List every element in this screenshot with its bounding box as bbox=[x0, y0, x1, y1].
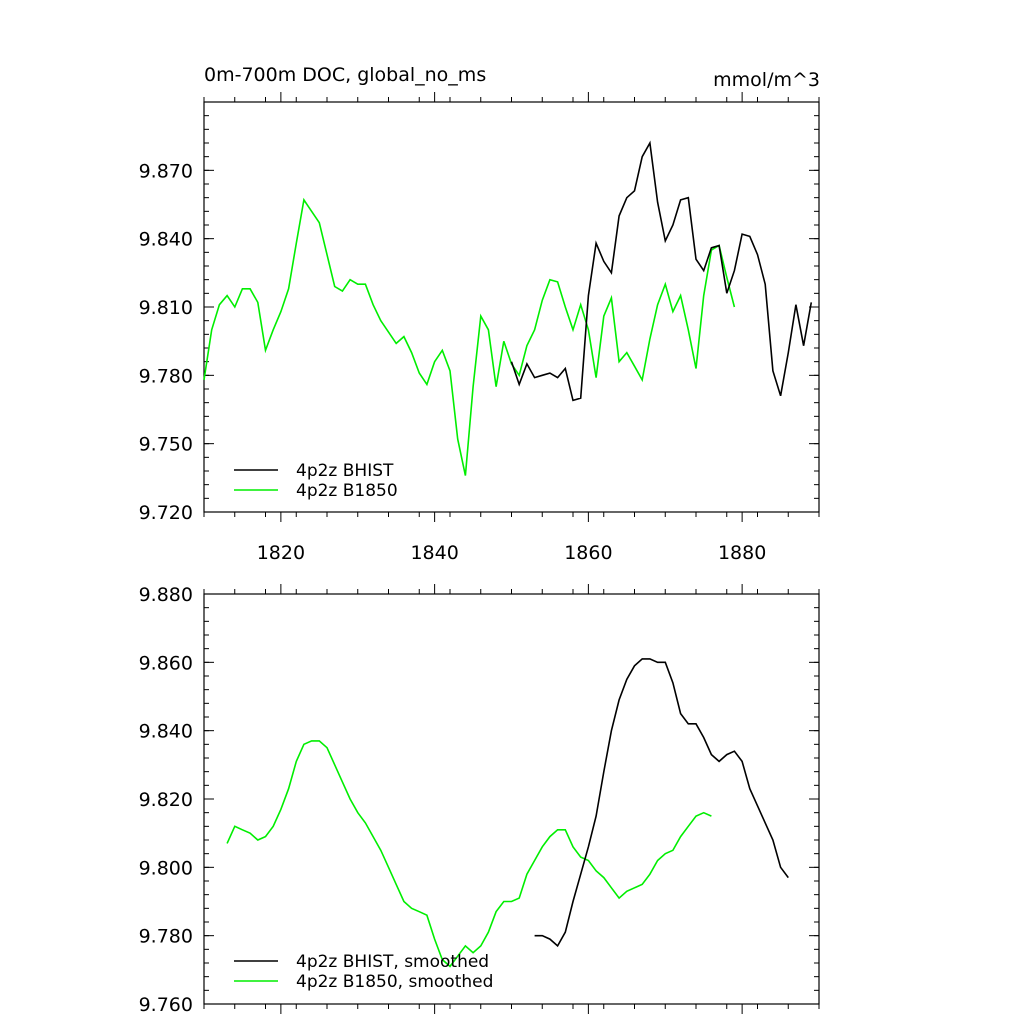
legend-label-b1850-smoothed: 4p2z B1850, smoothed bbox=[296, 972, 493, 992]
y-tick-label: 9.720 bbox=[139, 502, 193, 524]
series-line-b1850 bbox=[203, 197, 736, 476]
bottom-panel-ticks: 9.760 9.780 9.800 9.820 9.840 9.860 9.880 bbox=[139, 584, 820, 1016]
bottom-panel-series bbox=[226, 658, 789, 968]
x-tick-label: 1820 bbox=[257, 542, 305, 564]
top-panel-legend: 4p2z BHIST 4p2z B1850 bbox=[234, 461, 398, 501]
x-tick-label: 1860 bbox=[564, 542, 612, 564]
y-tick-label: 9.880 bbox=[139, 584, 193, 606]
y-tick-label: 9.750 bbox=[139, 434, 193, 456]
y-tick-label: 9.800 bbox=[139, 857, 193, 879]
y-tick-label: 9.840 bbox=[139, 721, 193, 743]
top-panel-units: mmol/m^3 bbox=[713, 69, 820, 91]
y-tick-label: 9.780 bbox=[139, 365, 193, 387]
top-panel: 0m-700m DOC, global_no_ms mmol/m^3 9.720… bbox=[139, 64, 820, 564]
y-tick-label: 9.810 bbox=[139, 297, 193, 319]
series-line-b1850-smoothed bbox=[226, 740, 712, 968]
legend-label-bhist-smoothed: 4p2z BHIST, smoothed bbox=[296, 952, 489, 972]
legend-label-b1850: 4p2z B1850 bbox=[296, 481, 398, 501]
top-panel-title: 0m-700m DOC, global_no_ms bbox=[204, 64, 486, 86]
top-panel-ticks: 9.720 9.750 9.780 9.810 9.840 9.870 1820 1840 18… bbox=[139, 92, 820, 564]
top-panel-series bbox=[203, 140, 813, 476]
y-tick-label: 9.820 bbox=[139, 789, 193, 811]
legend-label-bhist: 4p2z BHIST bbox=[296, 461, 394, 481]
bottom-panel-legend: 4p2z BHIST, smoothed 4p2z B1850, smoothe… bbox=[234, 952, 493, 992]
y-tick-label: 9.840 bbox=[139, 229, 193, 251]
y-tick-label: 9.780 bbox=[139, 926, 193, 948]
y-tick-label: 9.860 bbox=[139, 652, 193, 674]
bottom-panel: 9.760 9.780 9.800 9.820 9.840 9.860 9.880 4p2z… bbox=[139, 584, 820, 1016]
x-tick-label: 1880 bbox=[718, 542, 766, 564]
x-tick-label: 1840 bbox=[410, 542, 458, 564]
y-tick-label: 9.760 bbox=[139, 994, 193, 1016]
series-line-bhist-smoothed bbox=[534, 658, 789, 948]
series-line-bhist bbox=[510, 140, 813, 402]
y-tick-label: 9.870 bbox=[139, 160, 193, 182]
